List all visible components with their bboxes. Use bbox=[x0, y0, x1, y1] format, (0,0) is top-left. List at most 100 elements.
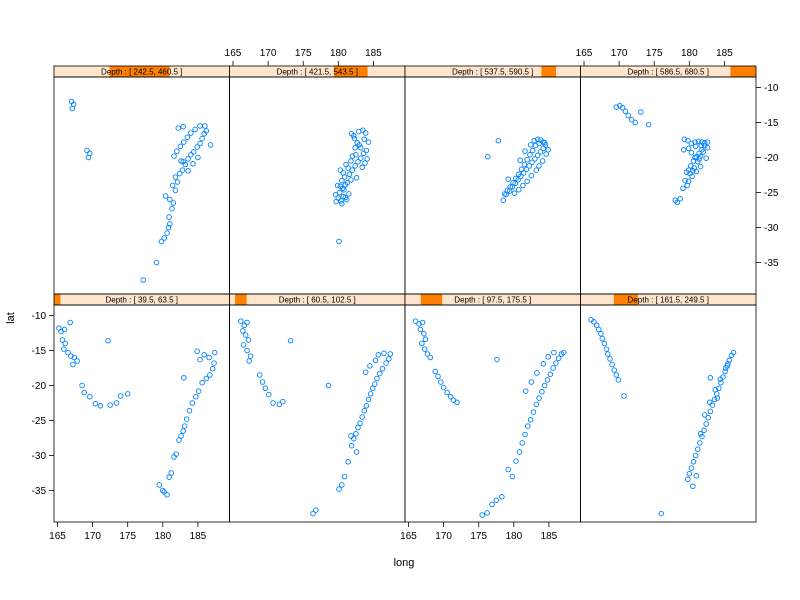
data-point bbox=[537, 137, 544, 143]
data-point bbox=[185, 156, 191, 162]
data-point bbox=[702, 412, 708, 418]
data-point bbox=[697, 153, 704, 159]
data-point bbox=[489, 501, 495, 508]
data-point bbox=[180, 428, 186, 434]
strip-label: Depth : [ 161.5, 249.5 ] bbox=[628, 296, 709, 305]
data-point bbox=[500, 197, 507, 203]
strip-background bbox=[580, 66, 756, 77]
data-point bbox=[680, 185, 686, 192]
data-point bbox=[697, 440, 703, 446]
data-point bbox=[351, 135, 358, 142]
data-point bbox=[68, 353, 74, 359]
data-point bbox=[539, 389, 545, 395]
x-tick-label: 170 bbox=[84, 531, 101, 542]
data-point bbox=[207, 372, 213, 378]
data-point bbox=[622, 108, 629, 115]
data-point bbox=[67, 319, 73, 326]
data-point bbox=[534, 370, 540, 376]
data-point bbox=[543, 151, 549, 157]
data-point bbox=[691, 165, 697, 171]
data-point bbox=[688, 465, 695, 471]
data-point bbox=[193, 393, 199, 400]
data-point bbox=[359, 414, 365, 420]
data-point bbox=[362, 160, 368, 166]
data-point bbox=[372, 381, 378, 387]
data-point bbox=[97, 403, 104, 409]
data-point bbox=[372, 357, 379, 364]
data-point bbox=[358, 144, 364, 151]
data-point bbox=[348, 177, 354, 183]
data-point bbox=[621, 393, 627, 399]
data-point bbox=[553, 360, 559, 366]
panel-8: Depth : [ 586.5, 680.5 ] bbox=[580, 65, 757, 295]
data-point bbox=[709, 402, 716, 408]
data-point bbox=[485, 154, 491, 160]
strip-range-indicator bbox=[109, 66, 170, 77]
data-point bbox=[599, 335, 606, 342]
data-point bbox=[197, 356, 203, 363]
data-point bbox=[547, 371, 554, 378]
strip-background bbox=[405, 294, 581, 305]
data-point bbox=[369, 385, 376, 392]
data-point bbox=[339, 177, 345, 184]
data-point bbox=[697, 431, 704, 437]
data-point bbox=[156, 482, 163, 488]
data-point bbox=[417, 326, 424, 333]
y-tick-label: -10 bbox=[764, 83, 779, 94]
data-point bbox=[513, 175, 519, 182]
data-point bbox=[716, 385, 722, 392]
data-point bbox=[376, 370, 383, 377]
x-tick-label: 165 bbox=[400, 531, 417, 542]
data-point bbox=[692, 452, 699, 459]
data-point bbox=[591, 319, 597, 325]
data-point bbox=[419, 319, 426, 326]
panel-frame bbox=[53, 304, 230, 523]
data-point bbox=[493, 497, 500, 504]
data-point bbox=[421, 346, 428, 352]
data-point bbox=[698, 142, 704, 149]
data-point bbox=[365, 396, 372, 403]
data-point bbox=[171, 153, 177, 159]
data-point bbox=[351, 435, 357, 442]
x-tick-label: 185 bbox=[365, 48, 382, 59]
data-point bbox=[164, 230, 170, 236]
data-point bbox=[84, 147, 90, 154]
data-point bbox=[174, 148, 180, 154]
strip-label: Depth : [ 242.5, 460.5 ] bbox=[101, 68, 182, 77]
data-point bbox=[355, 424, 361, 431]
data-point bbox=[211, 360, 217, 366]
data-point bbox=[169, 205, 175, 212]
data-point bbox=[520, 182, 526, 189]
x-axis-label: long bbox=[394, 557, 415, 569]
strip-label: Depth : [ 586.5, 680.5 ] bbox=[628, 68, 709, 77]
data-point bbox=[362, 130, 369, 136]
strip-label: Depth : [ 537.5, 590.5 ] bbox=[452, 68, 533, 77]
data-point bbox=[212, 349, 218, 356]
data-point bbox=[682, 177, 688, 184]
data-point bbox=[79, 382, 85, 389]
data-point bbox=[422, 336, 429, 343]
strip-background bbox=[580, 294, 756, 305]
data-point bbox=[176, 170, 183, 177]
data-point bbox=[619, 105, 626, 111]
data-point bbox=[313, 507, 319, 513]
data-point bbox=[511, 190, 518, 196]
data-point bbox=[344, 179, 351, 186]
y-tick-label: -35 bbox=[32, 486, 47, 497]
x-tick-label: 170 bbox=[611, 48, 628, 59]
data-point bbox=[190, 161, 196, 167]
x-tick-label: 185 bbox=[716, 48, 733, 59]
data-point bbox=[704, 139, 711, 145]
data-point bbox=[696, 156, 702, 162]
data-point bbox=[184, 134, 191, 140]
data-point bbox=[167, 196, 173, 203]
data-point bbox=[188, 151, 194, 158]
x-tick-label: 165 bbox=[576, 48, 593, 59]
data-point bbox=[510, 179, 516, 186]
data-point bbox=[92, 400, 99, 407]
data-point bbox=[699, 139, 705, 145]
data-point bbox=[266, 391, 272, 398]
panel-5: Depth : [ 242.5, 460.5 ] bbox=[53, 65, 230, 295]
data-point bbox=[726, 357, 733, 364]
data-point bbox=[383, 360, 389, 366]
